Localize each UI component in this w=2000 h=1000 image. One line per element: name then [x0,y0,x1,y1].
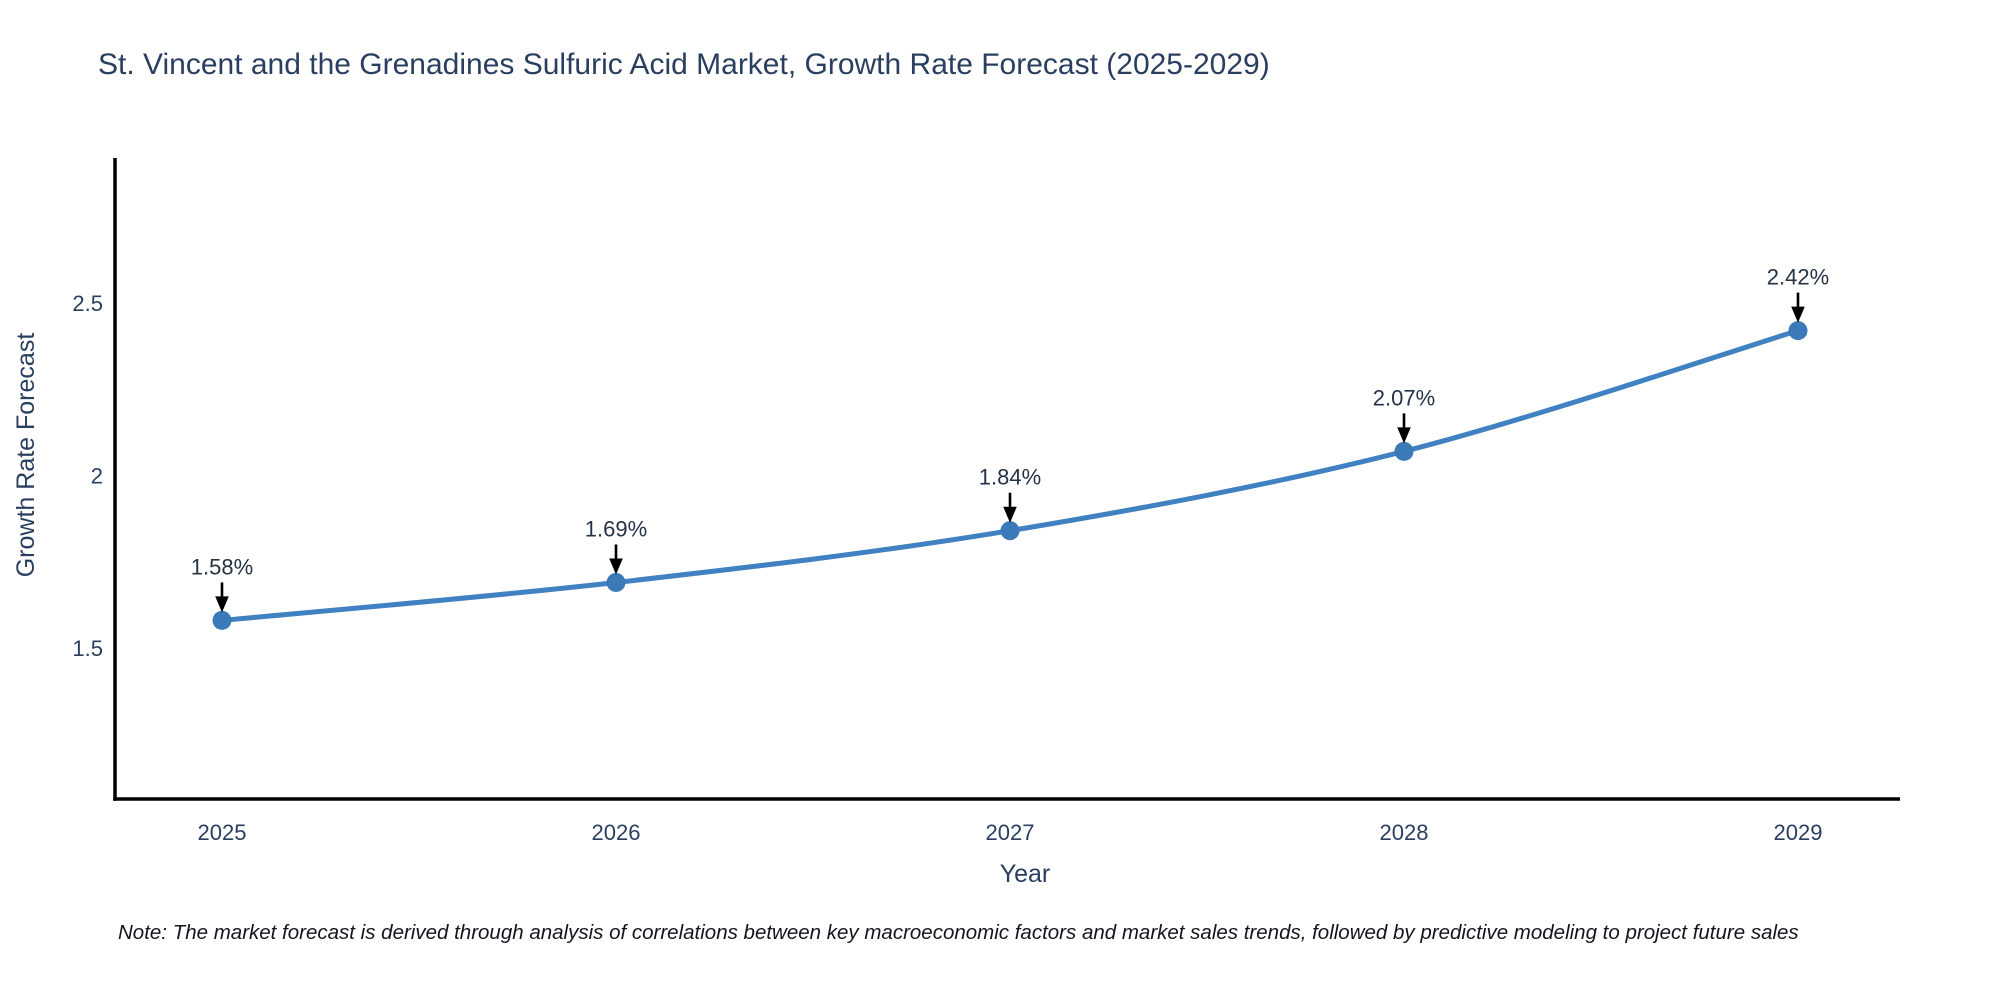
annotation-arrow-head [1003,506,1017,523]
data-point-marker [1788,321,1808,341]
point-value-label: 1.58% [191,554,253,579]
point-annotation: 1.58% [191,554,253,613]
x-tick-labels: 2025 2026 2027 2028 2029 [198,820,1823,845]
point-value-label: 1.84% [979,465,1041,490]
point-annotation: 2.42% [1767,265,1829,323]
data-point-marker [606,572,626,592]
x-axis-title: Year [1000,860,1051,888]
point-annotation: 1.84% [979,465,1041,523]
y-tick-labels: 1.5 2 2.5 [72,291,103,661]
point-annotation: 1.69% [585,516,647,575]
x-tick-label: 2026 [592,820,641,845]
x-tick-label: 2029 [1774,820,1823,845]
data-point-marker [212,610,232,630]
annotation-arrow-head [1791,306,1805,323]
point-value-label: 2.42% [1767,265,1829,290]
data-point-marker [1000,521,1020,541]
y-axis-title: Growth Rate Forecast [12,333,40,578]
annotation-arrow-head [609,558,623,575]
point-annotations: 1.58% 1.69% 1.84% 2.07% 2.42% [191,265,1829,613]
chart-title: St. Vincent and the Grenadines Sulfuric … [98,48,1270,81]
data-point-markers [212,321,1808,630]
data-point-marker [1394,441,1414,461]
x-tick-label: 2028 [1380,820,1429,845]
y-tick-label: 2.5 [72,291,103,316]
y-tick-label: 1.5 [72,636,103,661]
x-tick-label: 2027 [986,820,1035,845]
y-tick-label: 2 [91,464,103,489]
x-tick-label: 2025 [198,820,247,845]
footnote: Note: The market forecast is derived thr… [118,921,1799,944]
annotation-arrow-head [1397,427,1411,444]
annotation-arrow-head [215,596,229,613]
point-annotation: 2.07% [1373,385,1435,444]
point-value-label: 1.69% [585,516,647,541]
point-value-label: 2.07% [1373,385,1435,410]
